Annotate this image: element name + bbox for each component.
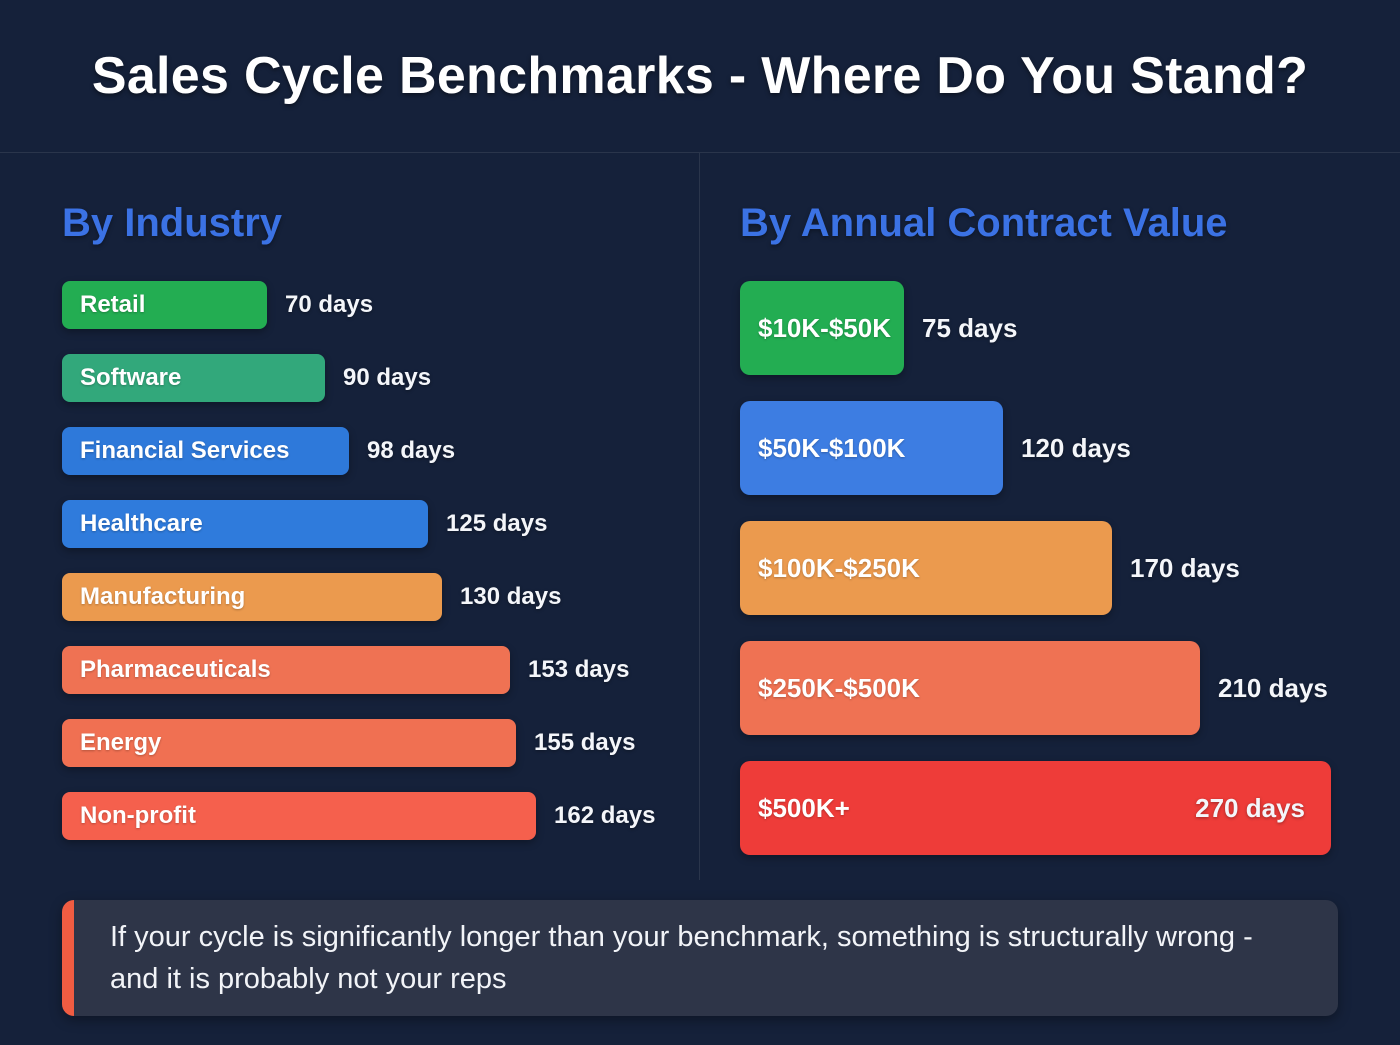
bar-row-energy: Energy 155 days [62,719,683,767]
bar-non-profit: Non-profit [62,792,536,840]
bar-label-500k: $500K+ [758,792,850,823]
bar-healthcare: Healthcare [62,500,428,548]
bar-value-pharmaceuticals: 153 days [528,656,630,683]
bar-pharmaceuticals: Pharmaceuticals [62,646,510,694]
bar-label-pharmaceuticals: Pharmaceuticals [80,656,271,683]
bar-50k-100k: $50K-$100K [740,401,1003,495]
bar-financial-services: Financial Services [62,427,349,475]
bar-row-healthcare: Healthcare 125 days [62,500,683,548]
bar-label-50k-100k: $50K-$100K [758,432,906,463]
bar-software: Software [62,354,325,402]
bar-row-non-profit: Non-profit 162 days [62,792,683,840]
bar-row-50k-100k: $50K-$100K 120 days [740,401,1384,495]
bar-value-non-profit: 162 days [554,802,656,829]
header: Sales Cycle Benchmarks - Where Do You St… [0,0,1400,153]
note-text: If your cycle is significantly longer th… [110,920,1253,995]
bar-row-250k-500k: $250K-$500K 210 days [740,641,1384,735]
bar-value-250k-500k: 210 days [1218,672,1328,703]
bar-value-energy: 155 days [534,729,636,756]
bar-label-software: Software [80,364,182,391]
insight-note: If your cycle is significantly longer th… [62,900,1338,1016]
bar-value-retail: 70 days [285,291,374,318]
bar-500k: $500K+ 270 days [740,761,1331,855]
bar-label-100k-250k: $100K-$250K [758,552,920,583]
bar-label-non-profit: Non-profit [80,802,196,829]
bar-value-healthcare: 125 days [446,510,548,537]
bar-label-manufacturing: Manufacturing [80,583,246,610]
bar-value-50k-100k: 120 days [1021,432,1131,463]
section-title-by-acv: By Annual Contract Value [740,201,1228,245]
acv-bar-chart: $10K-$50K 75 days $50K-$100K 120 days $100K-… [740,281,1384,855]
bar-value-manufacturing: 130 days [460,583,562,610]
note-accent-bar [62,900,74,1016]
bar-label-retail: Retail [80,291,146,318]
bar-label-250k-500k: $250K-$500K [758,672,920,703]
bar-10k-50k: $10K-$50K [740,281,904,375]
bar-label-energy: Energy [80,729,162,756]
main-content: By Industry Retail 70 days Software 90 days… [0,153,1400,880]
bar-value-10k-50k: 75 days [922,312,1018,343]
bar-value-100k-250k: 170 days [1130,552,1240,583]
bar-row-software: Software 90 days [62,354,683,402]
bar-value-500k: 270 days [1195,792,1305,823]
bar-row-manufacturing: Manufacturing 130 days [62,573,683,621]
bar-row-100k-250k: $100K-$250K 170 days [740,521,1384,615]
bar-manufacturing: Manufacturing [62,573,442,621]
bar-row-financial-services: Financial Services 98 days [62,427,683,475]
bar-row-10k-50k: $10K-$50K 75 days [740,281,1384,375]
section-by-annual-contract-value: By Annual Contract Value $10K-$50K 75 day… [700,153,1400,880]
bar-row-retail: Retail 70 days [62,281,683,329]
section-title-by-industry: By Industry [62,201,283,245]
bar-100k-250k: $100K-$250K [740,521,1112,615]
bar-250k-500k: $250K-$500K [740,641,1200,735]
bar-retail: Retail [62,281,267,329]
bar-label-financial-services: Financial Services [80,437,290,464]
bar-label-10k-50k: $10K-$50K [758,312,891,343]
bar-value-financial-services: 98 days [367,437,456,464]
bar-energy: Energy [62,719,516,767]
page-title: Sales Cycle Benchmarks - Where Do You St… [91,47,1309,105]
section-by-industry: By Industry Retail 70 days Software 90 days… [0,153,700,880]
industry-bar-chart: Retail 70 days Software 90 days Financial Se… [62,281,683,840]
bar-label-healthcare: Healthcare [80,510,203,537]
bar-value-software: 90 days [343,364,432,391]
bar-row-pharmaceuticals: Pharmaceuticals 153 days [62,646,683,694]
bar-row-500k: $500K+ 270 days [740,761,1384,855]
